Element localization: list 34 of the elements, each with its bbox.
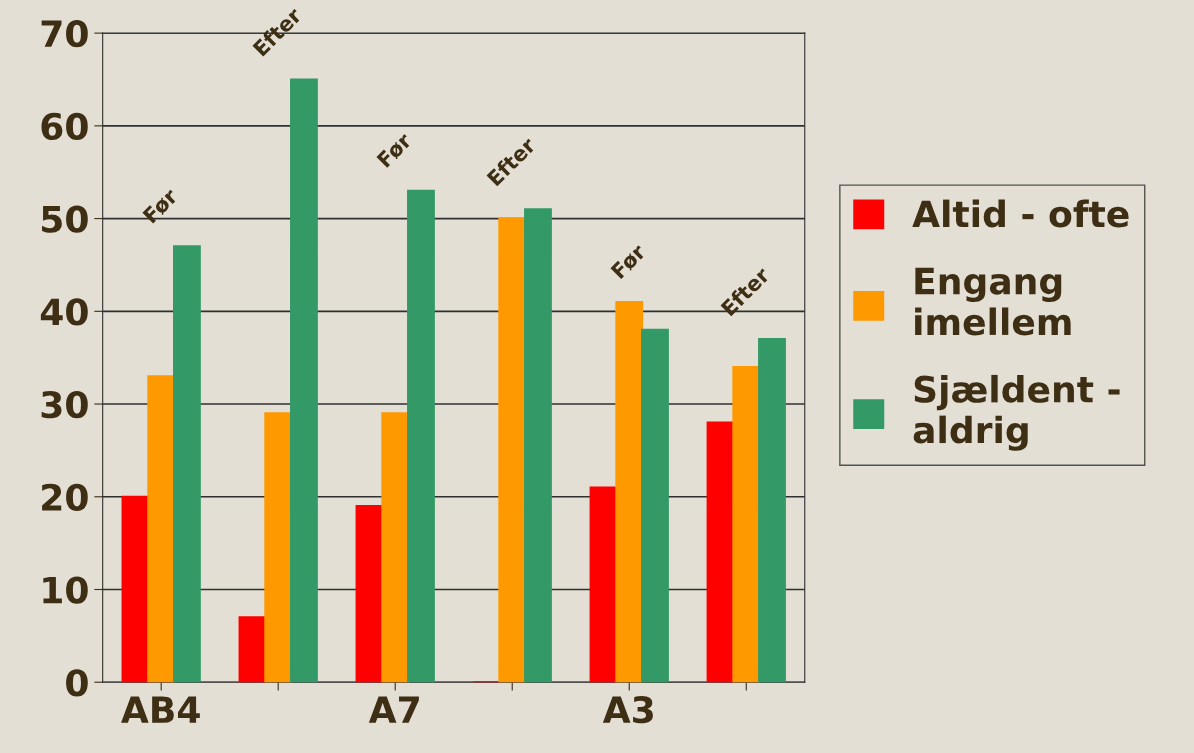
annotation: Før [376,131,414,169]
bar [121,495,150,683]
y-tick-label: 20 [42,483,88,511]
x-tick-label: AB4 [121,696,200,723]
y-tick-label: 0 [66,669,88,697]
legend-label: Engang imellem [915,267,1071,336]
y-tick-label: 70 [41,20,88,48]
y-tick-label: 10 [43,576,88,604]
x-tick-label: A7 [368,696,419,723]
bar [407,189,435,683]
bar [290,78,318,683]
annotation: Før [610,242,648,280]
bar [238,616,267,683]
bar [706,421,735,683]
legend-label: Sjældent - aldrig [913,374,1120,451]
bar [498,217,527,683]
bar [641,328,669,683]
bar [173,245,201,683]
y-tick-label: 60 [41,112,88,141]
bar [381,412,410,683]
x-tick-label: A3 [602,696,653,724]
legend-label: Altid - ofte [912,199,1129,228]
bar [758,338,786,683]
bar [264,412,293,683]
y-tick-label: 40 [40,298,88,326]
bar [355,505,384,683]
bar [732,365,761,683]
y-tick-label: 50 [42,205,88,233]
bar [589,486,618,683]
y-tick-label: 30 [41,390,88,419]
bar [147,375,176,683]
annotation: Før [142,187,180,225]
bar [524,208,552,683]
bar [615,301,644,683]
